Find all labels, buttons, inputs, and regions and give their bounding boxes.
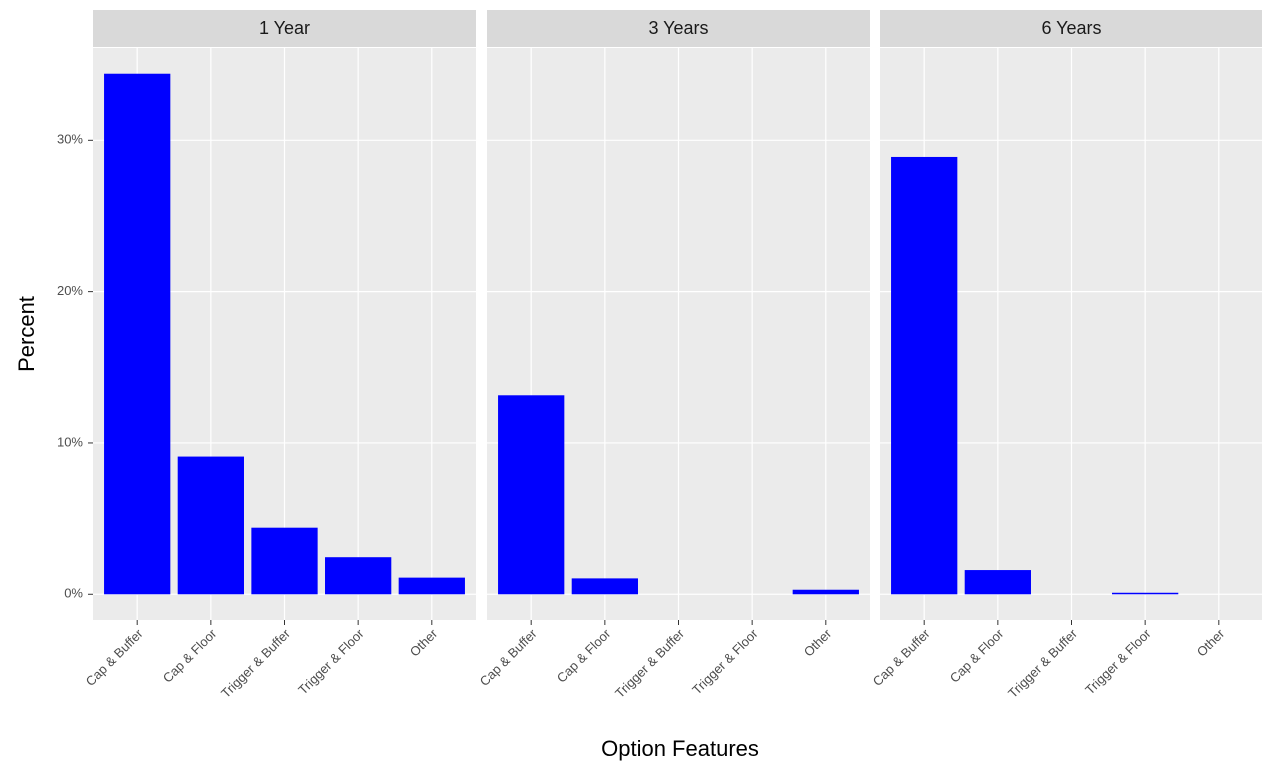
y-tick-label: 30%	[57, 132, 83, 147]
strip	[487, 10, 870, 47]
x-axis-title: Option Features	[601, 736, 759, 761]
y-axis-title: Percent	[14, 296, 39, 372]
bar	[251, 527, 318, 595]
bar	[325, 557, 392, 595]
x-tick-label: Trigger & Buffer	[218, 625, 293, 700]
y-tick-label: 10%	[57, 434, 83, 449]
x-tick-label: Trigger & Floor	[689, 625, 761, 697]
x-tick-label: Trigger & Floor	[1082, 625, 1154, 697]
strip	[93, 10, 476, 47]
bar	[891, 156, 958, 595]
x-tick-label: Trigger & Floor	[295, 625, 367, 697]
bar	[104, 73, 171, 595]
x-tick-label: Cap & Buffer	[870, 625, 934, 689]
y-tick-label: 0%	[64, 586, 83, 601]
bar	[498, 395, 565, 595]
x-tick-label: Other	[1194, 625, 1228, 659]
x-tick-label: Cap & Buffer	[477, 625, 541, 689]
x-tick-label: Trigger & Buffer	[612, 625, 687, 700]
y-tick-label: 20%	[57, 283, 83, 298]
bar	[177, 456, 244, 595]
x-tick-label: Cap & Floor	[947, 625, 1007, 685]
x-tick-label: Other	[407, 625, 441, 659]
x-tick-label: Trigger & Buffer	[1005, 625, 1080, 700]
bar	[1112, 592, 1179, 595]
bar	[398, 577, 465, 595]
facet-title: 1 Year	[259, 18, 310, 38]
x-tick-label: Cap & Buffer	[83, 625, 147, 689]
x-tick-label: Other	[801, 625, 835, 659]
bar	[792, 589, 859, 595]
x-tick-label: Cap & Floor	[160, 625, 220, 685]
bar	[964, 570, 1031, 595]
strip	[880, 10, 1262, 47]
facet-title: 3 Years	[648, 18, 708, 38]
bar	[571, 578, 638, 595]
x-tick-label: Cap & Floor	[554, 625, 614, 685]
facet-title: 6 Years	[1041, 18, 1101, 38]
